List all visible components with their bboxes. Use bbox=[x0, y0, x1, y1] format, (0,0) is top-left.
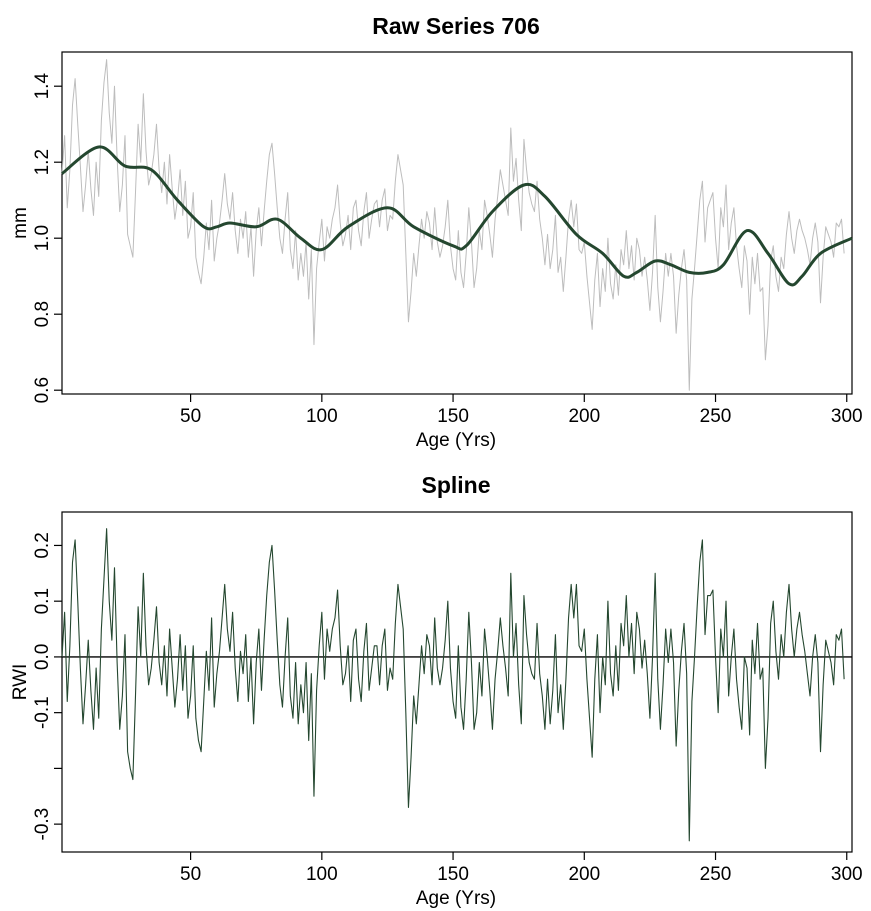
spline-x-tick-label: 300 bbox=[831, 864, 863, 885]
raw-series-y-axis-label: mm bbox=[10, 207, 31, 239]
raw-series-y-tick-label: 0.8 bbox=[32, 301, 53, 327]
spline-y-tick-label: 0.2 bbox=[32, 532, 53, 558]
raw-series-x-tick-label: 100 bbox=[306, 406, 338, 427]
raw-series-panel: Raw Series 706 50 100 150 200 250 300 0.6 0.8 1… bbox=[10, 13, 863, 451]
spline-title: Spline bbox=[421, 472, 490, 498]
spline-x-tick-label: 150 bbox=[437, 864, 469, 885]
raw-series-x-tick-label: 150 bbox=[437, 406, 469, 427]
raw-series-x-tick-label: 200 bbox=[568, 406, 600, 427]
spline-plot-frame bbox=[61, 511, 853, 853]
spline-x-tick-label: 50 bbox=[180, 864, 201, 885]
raw-series-raw-line bbox=[61, 59, 845, 391]
spline-x-axis: 50 100 150 200 250 300 bbox=[180, 852, 863, 885]
spline-y-tick-label: 0.1 bbox=[32, 588, 53, 614]
raw-series-x-tick-label: 50 bbox=[180, 406, 201, 427]
raw-series-x-tick-label: 250 bbox=[700, 406, 732, 427]
raw-series-y-tick-label: 1.0 bbox=[32, 225, 53, 251]
spline-y-axis: -0.3 -0.1 0.0 0.1 0.2 bbox=[32, 532, 62, 841]
spline-marks bbox=[61, 528, 852, 842]
raw-series-x-tick-label: 300 bbox=[831, 406, 863, 427]
spline-panel: Spline 50 100 150 200 250 300 -0.3 -0.1 0.0 0.1 0… bbox=[10, 472, 863, 909]
spline-rwi-line bbox=[61, 528, 845, 842]
spline-x-tick-label: 100 bbox=[306, 864, 338, 885]
raw-series-x-axis: 50 100 150 200 250 300 bbox=[180, 394, 863, 427]
spline-x-tick-label: 250 bbox=[700, 864, 732, 885]
raw-series-y-axis: 0.6 0.8 1.0 1.2 1.4 bbox=[32, 73, 62, 403]
raw-series-y-tick-label: 1.4 bbox=[32, 73, 53, 100]
spline-x-axis-label: Age (Yrs) bbox=[416, 888, 496, 909]
spline-x-tick-label: 200 bbox=[568, 864, 600, 885]
raw-series-title: Raw Series 706 bbox=[372, 13, 540, 39]
raw-series-y-tick-label: 1.2 bbox=[32, 149, 53, 175]
raw-series-x-axis-label: Age (Yrs) bbox=[416, 430, 496, 451]
raw-series-y-tick-label: 0.6 bbox=[32, 377, 53, 403]
spline-y-tick-label: -0.1 bbox=[32, 696, 53, 729]
spline-y-axis-label: RWI bbox=[10, 664, 31, 701]
raw-series-marks bbox=[61, 59, 853, 391]
spline-y-tick-label: -0.3 bbox=[32, 808, 53, 841]
raw-series-spline-line bbox=[61, 145, 853, 287]
spline-y-tick-label: 0.0 bbox=[32, 644, 53, 670]
raw-series-plot-frame bbox=[61, 51, 853, 395]
